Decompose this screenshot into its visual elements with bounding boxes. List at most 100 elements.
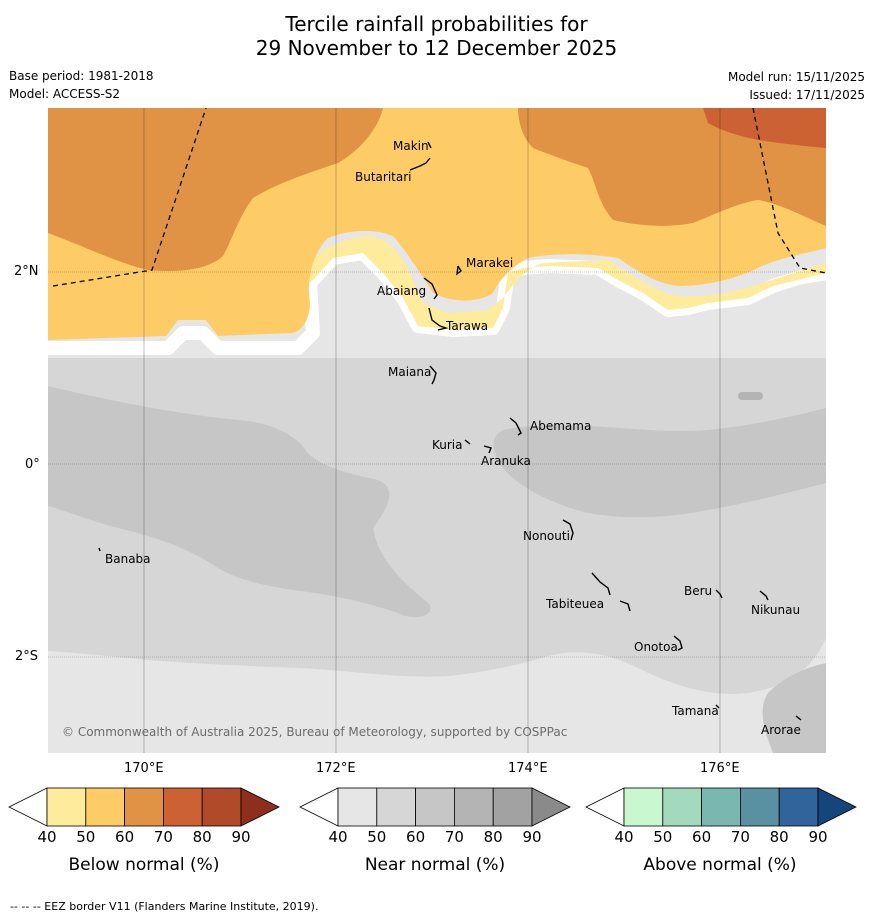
- colorbar-2-segment-2: [701, 787, 741, 827]
- island-nikunau: [759, 590, 769, 601]
- below-normal-60-70-region: [48, 108, 383, 272]
- place-label-makin: Makin: [393, 139, 429, 153]
- island-arorae: [795, 715, 802, 721]
- island-kuria: [464, 439, 471, 445]
- near-normal-60-70-region-east: [493, 408, 826, 518]
- below-normal-40-50-region: [303, 236, 826, 330]
- colorbar-0-segment-2: [124, 787, 164, 827]
- place-label-onotoa: Onotoa: [634, 640, 678, 654]
- colorbar-2-segment-3: [740, 787, 780, 827]
- colorbar-1-tick-50: 50: [367, 828, 387, 846]
- place-label-maiana: Maiana: [388, 365, 431, 379]
- colorbar-2-tick-70: 70: [730, 828, 750, 846]
- colorbar-1-tick-40: 40: [328, 828, 348, 846]
- eez-border: [52, 108, 826, 287]
- place-label-nonouti: Nonouti: [523, 529, 570, 543]
- island-makin: [427, 141, 432, 149]
- colorbars: [8, 787, 857, 827]
- island-beru: [715, 589, 723, 599]
- island-tamana: [715, 704, 720, 709]
- colorbar-2-tick-40: 40: [614, 828, 634, 846]
- colorbar-1-segment-3: [453, 787, 494, 827]
- near-normal-70-80-patch: [738, 392, 763, 400]
- below-normal-70-80-region: [703, 108, 826, 148]
- colorbar-0-tick-90: 90: [231, 828, 251, 846]
- island-butaritari: [409, 157, 431, 171]
- model-run: Model run: 15/11/2025: [727, 70, 865, 84]
- graticule: [48, 108, 826, 753]
- place-label-banaba: Banaba: [105, 552, 151, 566]
- colorbar-0-tick-70: 70: [153, 828, 173, 846]
- place-label-kuria: Kuria: [432, 438, 463, 452]
- colorbar-0-segment-3: [162, 787, 203, 827]
- place-label-aranuka: Aranuka: [481, 454, 531, 468]
- map-copyright: © Commonwealth of Australia 2025, Bureau…: [62, 725, 567, 739]
- colorbar-0-segment-0: [46, 787, 87, 827]
- colorbar-0-tick-60: 60: [115, 828, 135, 846]
- island-marakei: [456, 265, 462, 276]
- colorbar-1-high-arrow: [531, 787, 571, 827]
- lat-label-2n: 2°N: [14, 264, 39, 279]
- colorbar-2-tick-80: 80: [769, 828, 789, 846]
- colorbar-0-segment-1: [85, 787, 126, 827]
- island-aranuka: [483, 445, 492, 454]
- island-outlines: [98, 141, 802, 721]
- colorbar-1-tick-60: 60: [406, 828, 426, 846]
- island-tabiteuea: [591, 572, 631, 612]
- rainfall-probability-map: Makin Butaritari Marakei Abaiang Tarawa …: [48, 108, 826, 753]
- colorbar-2-tick-50: 50: [653, 828, 673, 846]
- colorbar-0-low-arrow: [8, 787, 48, 827]
- place-label-arorae: Arorae: [761, 723, 801, 737]
- colorbar-1-low-arrow: [299, 787, 339, 827]
- colorbar-1-tick-80: 80: [483, 828, 503, 846]
- place-label-abemama: Abemama: [530, 419, 591, 433]
- base-period: Base period: 1981-2018: [9, 69, 154, 83]
- lon-label-174e: 174°E: [508, 761, 548, 776]
- island-abaiang: [423, 277, 438, 300]
- lon-label-172e: 172°E: [316, 761, 356, 776]
- lon-label-176e: 176°E: [700, 761, 740, 776]
- place-label-beru: Beru: [684, 584, 712, 598]
- place-label-abaiang: Abaiang: [377, 284, 426, 298]
- island-tarawa: [428, 307, 449, 331]
- lat-label-2s: 2°S: [15, 649, 39, 664]
- eez-footer-note: -- -- -- EEZ border V11 (Flanders Marine…: [10, 900, 319, 913]
- colorbar-2-segment-0: [623, 787, 664, 827]
- place-label-nikunau: Nikunau: [751, 603, 800, 617]
- colorbar-0-segment-4: [201, 787, 242, 827]
- colorbar-2-low-arrow: [585, 787, 625, 827]
- colorbar-2-tick-60: 60: [692, 828, 712, 846]
- colorbar-above-normal: [585, 787, 857, 827]
- near-normal-60-70-region: [48, 386, 431, 618]
- colorbar-0-tick-50: 50: [76, 828, 96, 846]
- colorbar-1-segment-4: [492, 787, 533, 827]
- colorbar-1-segment-0: [337, 787, 378, 827]
- island-maiana: [429, 365, 437, 385]
- colorbar-above-normal-label: Above normal (%): [643, 855, 797, 875]
- place-label-butaritari: Butaritari: [355, 170, 412, 184]
- colorbar-2-segment-1: [662, 787, 702, 827]
- colorbar-2-tick-90: 90: [808, 828, 828, 846]
- lat-label-0: 0°: [25, 457, 40, 472]
- colorbar-below-normal-label: Below normal (%): [68, 855, 220, 875]
- place-label-marakei: Marakei: [466, 256, 513, 270]
- colorbar-0-high-arrow: [240, 787, 280, 827]
- near-normal-60-70-corner: [762, 663, 826, 753]
- island-banaba: [98, 547, 101, 552]
- place-label-tamana: Tamana: [671, 704, 719, 718]
- place-label-tabiteuea: Tabiteuea: [545, 597, 604, 611]
- near-normal-40-50-corner: [48, 653, 618, 753]
- colorbar-near-normal-label: Near normal (%): [364, 855, 506, 875]
- colorbar-1-tick-70: 70: [444, 828, 464, 846]
- place-label-tarawa: Tarawa: [445, 319, 488, 333]
- colorbar-0-tick-40: 40: [37, 828, 57, 846]
- colorbar-1-tick-90: 90: [522, 828, 542, 846]
- colorbar-1-segment-2: [415, 787, 455, 827]
- colorbar-1-segment-1: [376, 787, 416, 827]
- issued-date: Issued: 17/11/2025: [749, 88, 865, 102]
- island-nonouti: [562, 519, 574, 541]
- title-line-1: Tercile rainfall probabilities for: [285, 12, 588, 36]
- colorbar-0-tick-80: 80: [192, 828, 212, 846]
- island-abemama: [509, 417, 522, 436]
- model-name: Model: ACCESS-S2: [9, 87, 121, 101]
